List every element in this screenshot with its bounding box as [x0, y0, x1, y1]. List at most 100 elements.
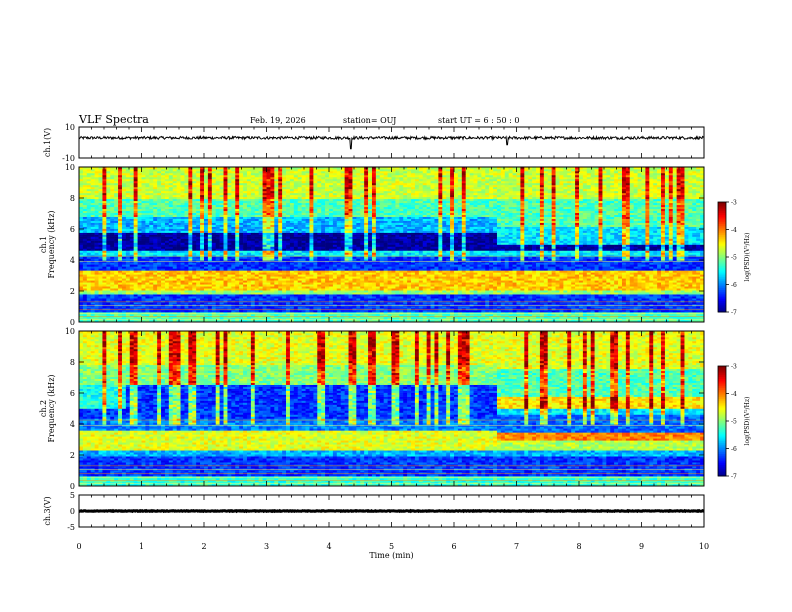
- spectrogram-cell: [184, 268, 189, 271]
- spectrogram-cell: [121, 168, 127, 172]
- spectrogram-cell: [321, 280, 326, 283]
- spectrogram-cell: [176, 228, 181, 231]
- spectrogram-cell: [118, 206, 123, 210]
- spectrogram-cell: [313, 286, 318, 289]
- spectrogram-cell: [235, 174, 240, 178]
- spectrogram-cell: [114, 218, 119, 221]
- spectrogram-cell: [317, 228, 322, 231]
- spectrogram-cell: [297, 178, 302, 182]
- spectrogram-cell: [188, 236, 193, 239]
- spectrogram-cell: [204, 300, 209, 303]
- spectrogram-cell: [184, 246, 189, 249]
- spectrogram-cell: [125, 262, 131, 265]
- spectrogram-cell: [204, 242, 209, 245]
- spectrogram-cell: [254, 256, 259, 259]
- spectrogram-cell: [188, 222, 193, 225]
- spectrogram-cell: [317, 298, 322, 301]
- spectrogram-cell: [106, 244, 111, 247]
- spectrogram-cell: [235, 168, 240, 172]
- spectrogram-cell: [274, 216, 279, 219]
- spectrogram-cell: [149, 282, 154, 285]
- spectrogram-cell: [297, 182, 302, 186]
- spectrogram-cell: [196, 284, 201, 287]
- spectrogram-cell: [286, 292, 291, 295]
- spectrogram-cell: [301, 232, 306, 235]
- spectrogram-cell: [168, 292, 174, 295]
- spectrogram-cell: [266, 256, 271, 259]
- spectrogram-cell: [188, 196, 193, 200]
- spectrogram-cell: [98, 252, 103, 255]
- spectrogram-cell: [313, 212, 318, 215]
- spectrogram-cell: [258, 310, 263, 313]
- spectrogram-cell: [270, 240, 275, 243]
- spectrogram-cell: [266, 192, 271, 196]
- spectrogram-cell: [157, 216, 162, 219]
- spectrogram-cell: [215, 254, 220, 257]
- spectrogram-cell: [149, 186, 154, 190]
- spectrogram-cell: [231, 270, 236, 273]
- spectrogram-cell: [94, 302, 99, 305]
- spectrogram-cell: [82, 298, 88, 301]
- spectrogram-cell: [301, 252, 306, 255]
- spectrogram-cell: [114, 306, 119, 309]
- spectrogram-cell: [164, 192, 170, 196]
- spectrogram-cell: [125, 300, 131, 303]
- spectrogram-cell: [266, 258, 271, 261]
- spectrogram-cell: [188, 262, 193, 265]
- spectrogram-cell: [235, 280, 240, 283]
- spectrogram-cell: [121, 172, 127, 176]
- spectrogram-cell: [125, 210, 131, 214]
- spectrogram-cell: [188, 292, 193, 295]
- spectrogram-cell: [317, 232, 322, 235]
- spectrogram-cell: [176, 250, 181, 253]
- spectrogram-cell: [274, 198, 279, 202]
- spectrogram-cell: [254, 196, 259, 200]
- spectrogram-cell: [309, 270, 314, 273]
- spectrogram-cell: [161, 264, 166, 267]
- spectrogram-cell: [149, 184, 154, 188]
- spectrogram-cell: [153, 254, 158, 257]
- spectrogram-cell: [270, 314, 275, 317]
- spectrogram-cell: [207, 224, 213, 227]
- spectrogram-cell: [274, 276, 279, 279]
- spectrogram-cell: [82, 180, 88, 184]
- spectrogram-cell: [258, 294, 263, 297]
- spectrogram-cell: [168, 190, 174, 194]
- spectrogram-cell: [282, 266, 287, 269]
- spectrogram-cell: [278, 286, 283, 289]
- spectrogram-cell: [274, 206, 279, 210]
- spectrogram-cell: [172, 318, 177, 321]
- spectrogram-cell: [86, 236, 92, 239]
- spectrogram-cell: [94, 286, 99, 289]
- spectrogram-cell: [200, 314, 205, 317]
- spectrogram-cell: [176, 262, 181, 265]
- spectrogram-cell: [129, 290, 134, 293]
- spectrogram-cell: [250, 192, 256, 196]
- spectrogram-cell: [207, 264, 213, 267]
- spectrogram-cell: [164, 167, 170, 170]
- spectrogram-cell: [121, 292, 127, 295]
- spectrogram-cell: [293, 236, 299, 239]
- spectrogram-cell: [317, 210, 322, 214]
- spectrogram-cell: [114, 282, 119, 285]
- spectrogram-cell: [94, 276, 99, 279]
- spectrogram-cell: [200, 270, 205, 273]
- spectrogram-cell: [243, 172, 248, 176]
- spectrogram-cell: [129, 262, 134, 265]
- spectrogram-cell: [243, 194, 248, 198]
- spectrogram-cell: [184, 212, 189, 215]
- spectrogram-cell: [157, 244, 162, 247]
- spectrogram-cell: [192, 278, 197, 281]
- spectrogram-cell: [82, 172, 88, 176]
- spectrogram-cell: [161, 308, 166, 311]
- spectrogram-cell: [176, 172, 181, 176]
- spectrogram-cell: [110, 278, 115, 281]
- spectrogram-cell: [235, 230, 240, 233]
- spectrogram-cell: [82, 276, 88, 279]
- spectrogram-cell: [86, 286, 92, 289]
- spectrogram-cell: [98, 206, 103, 210]
- spectrogram-cell: [164, 194, 170, 198]
- spectrogram-cell: [94, 292, 99, 295]
- spectrogram-cell: [133, 320, 138, 323]
- spectrogram-cell: [297, 196, 302, 200]
